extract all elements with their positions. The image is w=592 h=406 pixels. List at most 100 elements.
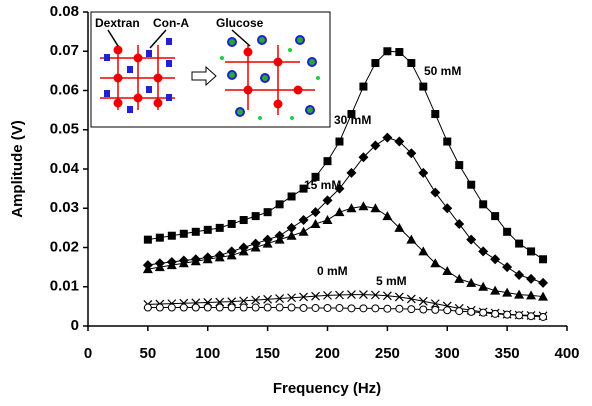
series-line — [147, 50, 544, 260]
y-tick-label: 0.06 — [50, 81, 79, 98]
marker — [274, 234, 285, 244]
marker — [443, 306, 452, 315]
marker — [406, 294, 416, 304]
marker — [310, 207, 321, 218]
marker — [467, 180, 476, 189]
marker — [226, 250, 237, 260]
inset-label: Con-A — [153, 16, 189, 30]
marker — [538, 277, 549, 288]
marker — [203, 303, 212, 312]
marker — [466, 234, 477, 245]
marker — [251, 295, 261, 305]
marker — [467, 307, 476, 316]
marker — [430, 258, 441, 268]
marker — [407, 305, 416, 314]
marker — [454, 218, 465, 229]
marker — [239, 296, 249, 306]
marker — [143, 235, 152, 244]
marker — [454, 273, 465, 283]
marker — [419, 82, 428, 91]
marker — [514, 289, 525, 299]
marker — [370, 140, 381, 151]
marker — [298, 215, 309, 226]
marker — [383, 47, 392, 56]
series-label: 50 mM — [424, 64, 461, 78]
marker — [395, 48, 404, 57]
marker — [478, 246, 489, 257]
marker — [346, 167, 357, 178]
marker — [334, 183, 345, 194]
marker — [239, 216, 248, 225]
marker — [455, 161, 464, 170]
marker — [359, 82, 368, 91]
marker — [335, 137, 344, 146]
bound-glucose — [227, 35, 317, 117]
marker — [286, 222, 297, 233]
marker — [430, 299, 440, 309]
inset: Dextran Con-A Glucose — [90, 11, 331, 128]
marker — [227, 219, 236, 228]
marker — [179, 303, 188, 312]
marker — [382, 132, 393, 143]
y-tick-label: 0.03 — [50, 199, 79, 216]
marker — [275, 200, 284, 209]
marker — [191, 227, 200, 236]
marker — [263, 303, 272, 312]
arrow — [191, 65, 217, 87]
marker — [191, 303, 200, 312]
con-a — [104, 38, 172, 113]
marker — [490, 254, 501, 265]
marker — [539, 312, 548, 321]
marker — [538, 291, 549, 301]
marker — [287, 192, 296, 201]
pointer — [231, 29, 251, 47]
marker — [394, 292, 404, 302]
marker — [431, 110, 440, 119]
marker — [371, 59, 380, 68]
x-tick-label: 350 — [495, 345, 520, 362]
x-tick-label: 250 — [375, 345, 400, 362]
marker — [298, 226, 309, 236]
marker — [178, 258, 189, 268]
marker — [286, 230, 297, 240]
dextran-nodes — [113, 45, 163, 108]
marker — [323, 157, 332, 166]
y-axis-title: Amplitude (V) — [9, 120, 26, 218]
marker — [347, 110, 356, 119]
marker — [358, 201, 369, 211]
marker — [502, 262, 513, 273]
marker — [418, 246, 429, 256]
marker — [419, 305, 428, 314]
marker — [394, 222, 405, 232]
marker — [395, 304, 404, 313]
marker — [299, 303, 308, 312]
marker — [322, 215, 333, 225]
marker — [275, 294, 285, 303]
marker — [466, 277, 477, 287]
marker — [310, 218, 321, 228]
marker — [491, 212, 500, 221]
marker — [203, 225, 212, 234]
y-tick-label: 0.02 — [50, 238, 79, 255]
marker — [418, 296, 428, 306]
free-glucose — [220, 48, 320, 120]
marker — [335, 290, 344, 300]
y-tick-label: 0.07 — [50, 42, 79, 59]
marker — [382, 211, 393, 221]
marker — [490, 285, 501, 295]
series-line — [147, 294, 544, 317]
marker — [323, 290, 332, 300]
marker — [311, 303, 320, 312]
dextran-nodes-right — [243, 47, 303, 109]
marker — [455, 307, 464, 316]
marker — [239, 303, 248, 312]
x-tick-label: 200 — [315, 345, 340, 362]
marker — [515, 311, 524, 320]
marker — [346, 203, 357, 213]
marker — [526, 290, 537, 300]
marker — [503, 310, 512, 319]
marker — [238, 246, 249, 256]
series-line — [147, 307, 544, 318]
marker — [407, 59, 416, 68]
